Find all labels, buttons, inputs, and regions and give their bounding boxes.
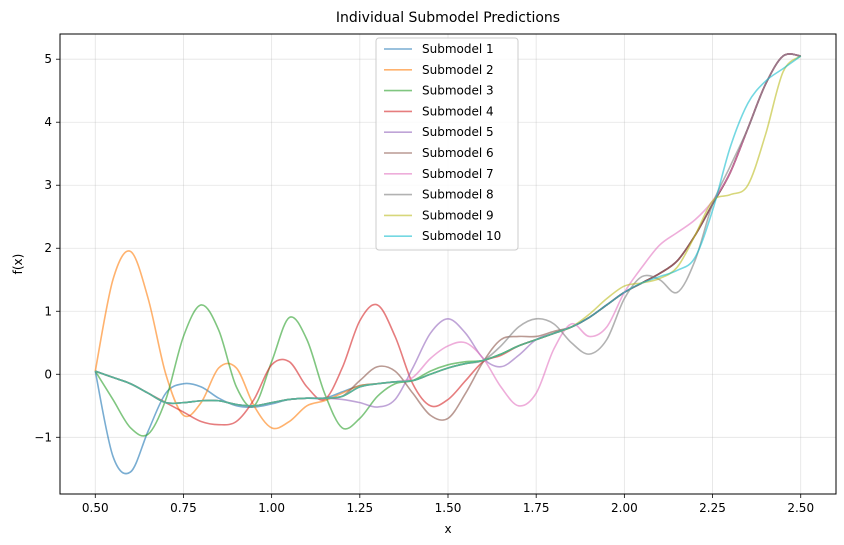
legend-label: Submodel 8 — [422, 188, 494, 202]
x-tick-label: 1.75 — [523, 501, 550, 515]
legend-label: Submodel 3 — [422, 84, 494, 98]
legend-label: Submodel 6 — [422, 146, 494, 160]
y-tick-label: 0 — [44, 367, 52, 381]
y-tick-label: 5 — [44, 52, 52, 66]
series-lines — [94, 53, 802, 475]
x-tick-label: 2.25 — [699, 501, 726, 515]
x-tick-label: 0.75 — [170, 501, 197, 515]
y-tick-label: 4 — [44, 115, 52, 129]
chart-title: Individual Submodel Predictions — [336, 10, 560, 26]
legend-label: Submodel 4 — [422, 104, 494, 118]
legend: Submodel 1 Submodel 2 Submodel 3 Submodel 4… — [375, 37, 519, 251]
x-tick-label: 0.50 — [82, 501, 109, 515]
series-line-submodel-10 — [95, 55, 802, 407]
x-tick-label: 1.50 — [435, 501, 462, 515]
x-axis-ticks: 0.50 0.75 1.00 1.25 1.50 1.75 2.00 2.25 2.50 — [82, 494, 814, 515]
x-axis-label: x — [444, 522, 451, 536]
x-tick-label: 2.50 — [787, 501, 814, 515]
y-axis-label: f(x) — [11, 254, 25, 275]
x-tick-label: 2.00 — [611, 501, 638, 515]
legend-label: Submodel 10 — [422, 229, 501, 243]
legend-label: Submodel 2 — [422, 63, 494, 77]
legend-label: Submodel 5 — [422, 125, 494, 139]
legend-label: Submodel 7 — [422, 167, 494, 181]
y-tick-label: −1 — [34, 430, 52, 444]
y-tick-label: 3 — [44, 178, 52, 192]
x-tick-label: 1.25 — [346, 501, 373, 515]
y-tick-label: 1 — [44, 304, 52, 318]
y-tick-label: 2 — [44, 241, 52, 255]
y-axis-ticks: −1 0 1 2 3 4 5 — [34, 52, 60, 444]
legend-label: Submodel 1 — [422, 42, 494, 56]
legend-label: Submodel 9 — [422, 208, 494, 222]
x-tick-label: 1.00 — [258, 501, 285, 515]
